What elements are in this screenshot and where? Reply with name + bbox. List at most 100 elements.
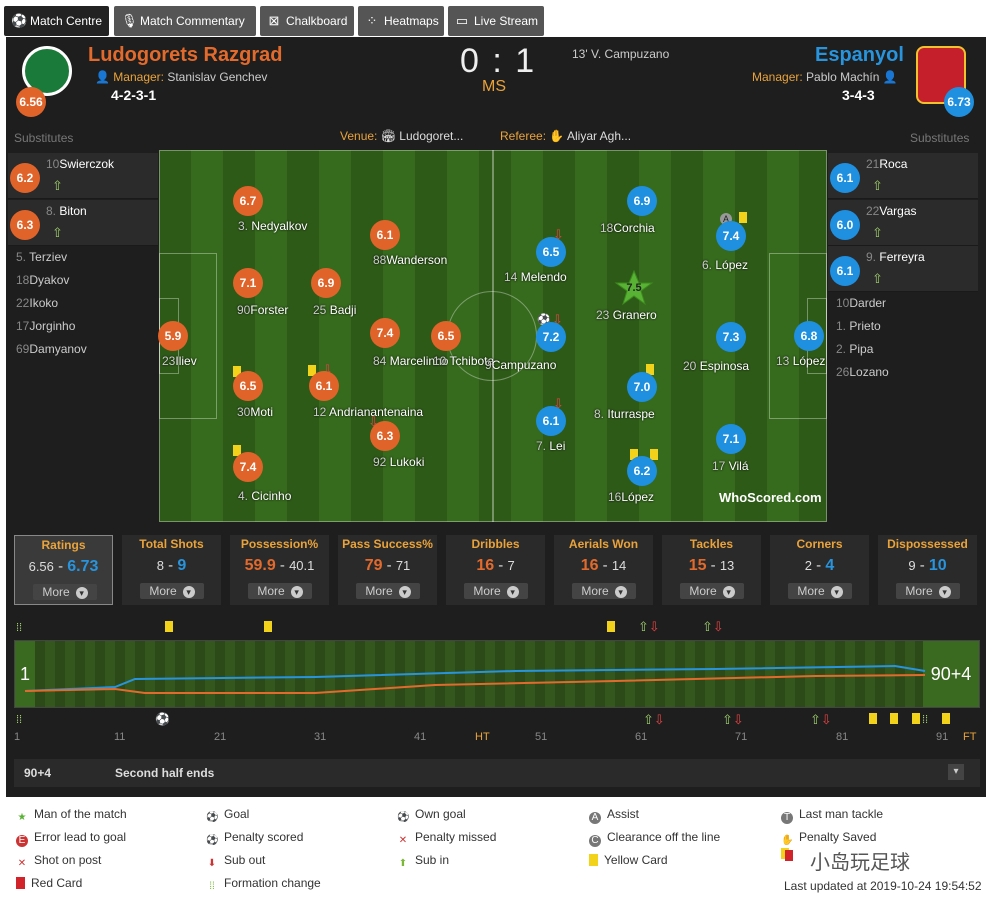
sub-in-icon: ⇧ (52, 225, 63, 240)
more-button[interactable]: More ▾ (140, 583, 204, 599)
player-rating[interactable]: 6.2 (627, 456, 657, 486)
goal-icon[interactable]: ⚽ (155, 712, 170, 726)
dropdown-chevron-icon[interactable]: ▾ (948, 764, 964, 780)
substitution-icon[interactable]: ⇧⇩ (643, 712, 665, 727)
player-name[interactable]: 9Campuzano (485, 358, 557, 372)
more-button[interactable]: More ▾ (788, 583, 852, 599)
list-item[interactable]: 1. Prieto (836, 319, 881, 333)
more-button[interactable]: More ▾ (572, 583, 636, 599)
more-button[interactable]: More ▾ (680, 583, 744, 599)
player-name[interactable]: 84 Marcelinho (373, 354, 449, 368)
away-formation: 3-4-3 (842, 87, 875, 103)
tab-match-commentary[interactable]: 🎙 Match Commentary (114, 6, 256, 36)
stat-aerials-won[interactable]: Aerials Won 16 - 14 More ▾ (554, 535, 653, 605)
match-timeline[interactable]: 1 90+4 (14, 640, 980, 708)
player-rating[interactable]: 7.4 (716, 221, 746, 251)
list-item[interactable]: 10Darder (836, 296, 887, 310)
stat-dribbles[interactable]: Dribbles 16 - 7 More ▾ (446, 535, 545, 605)
player-rating[interactable]: 7.1 (716, 424, 746, 454)
more-button[interactable]: More ▾ (248, 583, 312, 599)
player-rating[interactable]: 6.9 (311, 268, 341, 298)
list-item[interactable]: 22Ikoko (16, 296, 59, 310)
player-rating[interactable]: 7.0 (627, 372, 657, 402)
legend-item: T Last man tackle (781, 807, 883, 824)
more-button[interactable]: More ▾ (464, 583, 528, 599)
player-name[interactable]: 12 Andrianantenaina (313, 405, 424, 419)
stat-pass-success[interactable]: Pass Success% 79 - 71 More ▾ (338, 535, 437, 605)
stat-corners[interactable]: Corners 2 - 4 More ▾ (770, 535, 869, 605)
home-team-name[interactable]: Ludogorets Razgrad (88, 44, 283, 66)
player-name[interactable]: 4. Cicinho (238, 489, 292, 503)
player-rating[interactable]: 6.7 (233, 186, 263, 216)
list-item[interactable]: 18Dyakov (16, 273, 70, 287)
player-rating[interactable]: 7.2 (536, 322, 566, 352)
player-rating[interactable]: 6.1 (309, 371, 339, 401)
manager-icon: 👤 (95, 70, 110, 84)
list-item[interactable]: 69Damyanov (16, 342, 87, 356)
substitution-icon[interactable]: ⇧⇩ (638, 619, 660, 634)
player-name[interactable]: 16López (608, 490, 655, 504)
player-rating[interactable]: 6.9 (627, 186, 657, 216)
player-name[interactable]: 17 Vilá (712, 459, 749, 473)
player-name[interactable]: 7. Lei (536, 439, 566, 453)
list-item[interactable]: 26Lozano (836, 365, 889, 379)
error-icon: E (16, 835, 28, 847)
tab-chalkboard[interactable]: ⊠ Chalkboard (260, 6, 354, 36)
player-name[interactable]: 25 Badji (313, 303, 357, 317)
substitution-icon[interactable]: ⇧⇩ (722, 712, 744, 727)
list-item[interactable]: 6.2 10Swierczok ⇧ (8, 153, 158, 199)
stat-ratings[interactable]: Ratings 6.56 - 6.73 More ▾ (14, 535, 113, 605)
player-name[interactable]: 13 López (776, 354, 826, 368)
legend-item: ⬇ Sub out (207, 853, 266, 869)
player-rating[interactable]: 7.3 (716, 322, 746, 352)
player-rating[interactable]: 6.1 (536, 406, 566, 436)
stat-possession[interactable]: Possession% 59.9 - 40.1 More ▾ (230, 535, 329, 605)
player-name[interactable]: 23Iliev (162, 354, 197, 368)
player-name[interactable]: 88Wanderson (373, 253, 448, 267)
player-name[interactable]: 10 Tchibota (433, 354, 495, 368)
player-name[interactable]: 23 Granero (596, 308, 657, 322)
more-button[interactable]: More ▾ (896, 583, 960, 599)
substitution-icon[interactable]: ⇧⇩ (702, 619, 724, 634)
player-name[interactable]: 18Corchia (600, 221, 655, 235)
player-rating[interactable]: 7.4 (370, 318, 400, 348)
man-of-the-match-star-icon[interactable]: 7.5 (614, 269, 654, 306)
list-item[interactable]: 17Jorginho (16, 319, 76, 333)
away-team-name[interactable]: Espanyol (815, 44, 904, 66)
player-rating[interactable]: 7.1 (233, 268, 263, 298)
player-rating[interactable]: 6.8 (794, 321, 824, 351)
player-name[interactable]: 92 Lukoki (373, 455, 425, 469)
event-bar[interactable]: 90+4 Second half ends ▾ (14, 759, 980, 787)
stat-total-shots[interactable]: Total Shots 8 - 9 More ▾ (122, 535, 221, 605)
tab-heatmaps[interactable]: ⁘ Heatmaps (358, 6, 444, 36)
player-name[interactable]: 90Forster (237, 303, 289, 317)
player-name[interactable]: 30Moti (237, 405, 274, 419)
chevron-down-icon: ▾ (398, 586, 411, 598)
player-name[interactable]: 20 Espinosa (683, 359, 750, 373)
player-name[interactable]: 14 Melendo (504, 270, 567, 284)
shot-on-post-icon: ✕ (17, 858, 27, 869)
tab-match-centre[interactable]: ⚽ Match Centre (4, 6, 109, 36)
list-item[interactable]: 6.1 21Roca ⇧ (828, 153, 978, 199)
player-rating[interactable]: 6.5 (431, 321, 461, 351)
more-button[interactable]: More ▾ (33, 584, 97, 600)
list-item[interactable]: 2. Pipa (836, 342, 874, 356)
stat-dispossessed[interactable]: Dispossessed 9 - 10 More ▾ (878, 535, 977, 605)
stat-tackles[interactable]: Tackles 15 - 13 More ▾ (662, 535, 761, 605)
player-name[interactable]: 3. Nedyalkov (238, 219, 308, 233)
player-rating[interactable]: 6.5 (233, 371, 263, 401)
player-rating[interactable]: 6.1 (370, 220, 400, 250)
substitution-icon[interactable]: ⇧⇩ (810, 712, 832, 727)
more-button[interactable]: More ▾ (356, 583, 420, 599)
player-name[interactable]: 6. López (702, 258, 749, 272)
list-item[interactable]: 6.1 9. Ferreyra ⇧ (828, 246, 978, 292)
player-rating[interactable]: 7.4 (233, 452, 263, 482)
list-item[interactable]: 5. Terziev (16, 250, 68, 264)
player-rating[interactable]: 6.3 (370, 421, 400, 451)
list-item[interactable]: 6.3 8. Biton ⇧ (8, 200, 158, 246)
player-rating[interactable]: 6.5 (536, 237, 566, 267)
tab-live-stream[interactable]: ▭ Live Stream (448, 6, 544, 36)
list-item[interactable]: 6.0 22Vargas ⇧ (828, 200, 978, 246)
player-rating[interactable]: 5.9 (158, 321, 188, 351)
player-name[interactable]: 8. Iturraspe (594, 407, 655, 421)
